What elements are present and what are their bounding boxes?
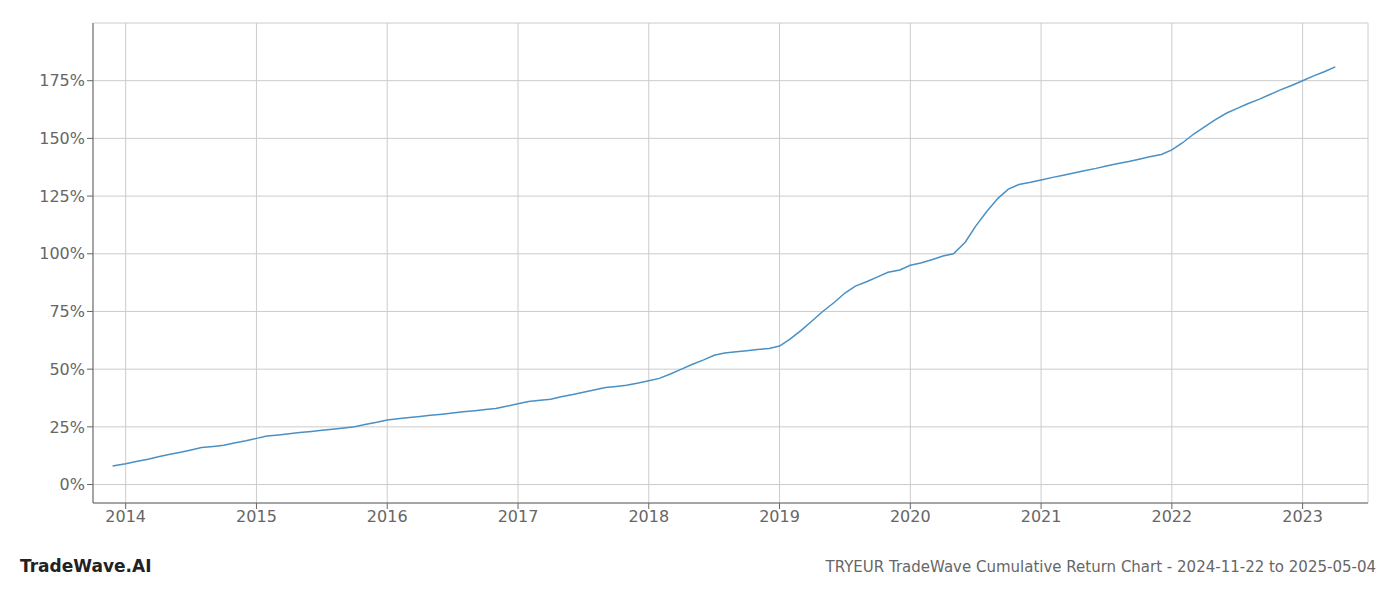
svg-text:2022: 2022 <box>1151 507 1192 526</box>
html-text:TradeWave.AI: TradeWave.AI <box>20 556 152 576</box>
svg-text:2015: 2015 <box>236 507 277 526</box>
svg-text:125%: 125% <box>39 187 85 206</box>
svg-text:2019: 2019 <box>759 507 800 526</box>
svg-text:2020: 2020 <box>890 507 931 526</box>
svg-text:150%: 150% <box>39 129 85 148</box>
svg-text:2021: 2021 <box>1021 507 1062 526</box>
svg-text:2018: 2018 <box>628 507 669 526</box>
svg-text:50%: 50% <box>49 360 85 379</box>
svg-text:75%: 75% <box>49 302 85 321</box>
svg-text:100%: 100% <box>39 244 85 263</box>
svg-text:2014: 2014 <box>105 507 146 526</box>
svg-text:25%: 25% <box>49 418 85 437</box>
svg-text:2017: 2017 <box>498 507 539 526</box>
html-text:TRYEUR TradeWave Cumulative Re: TRYEUR TradeWave Cumulative Return Chart… <box>825 558 1376 576</box>
svg-text:2016: 2016 <box>367 507 408 526</box>
svg-text:2023: 2023 <box>1282 507 1323 526</box>
svg-text:0%: 0% <box>60 475 85 494</box>
svg-text:175%: 175% <box>39 71 85 90</box>
